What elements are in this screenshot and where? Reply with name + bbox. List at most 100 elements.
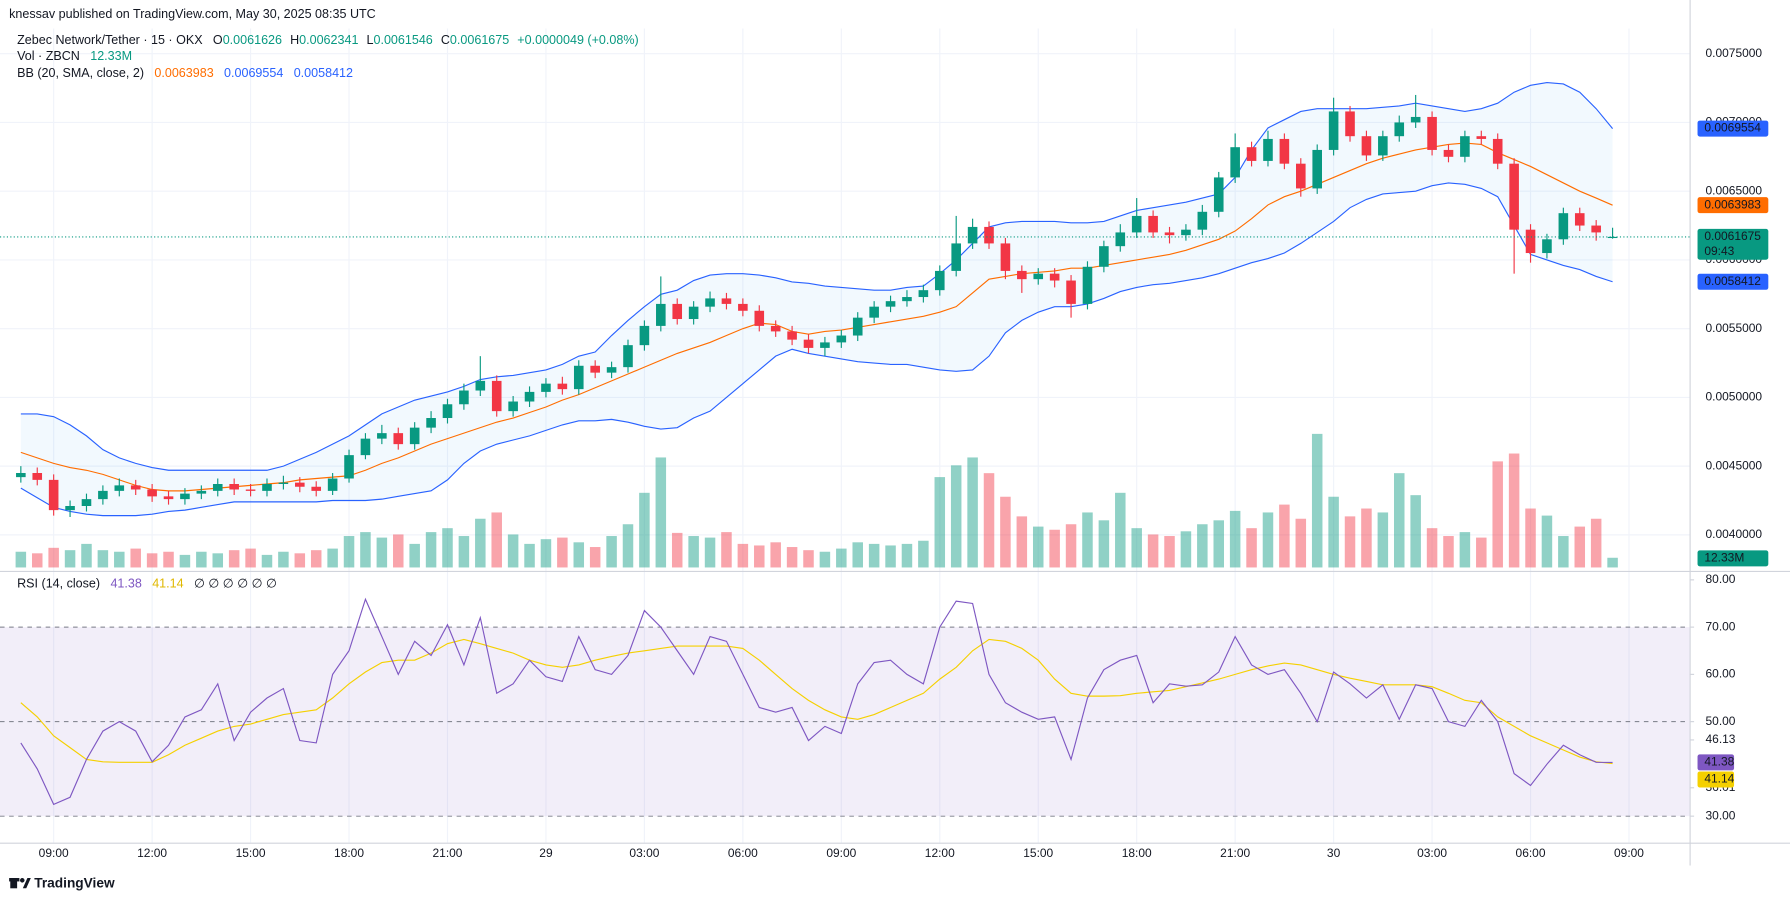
volume-bar: [934, 477, 946, 568]
volume-bar: [885, 545, 896, 568]
volume-bar: [704, 537, 716, 568]
candle-body: [1378, 136, 1388, 156]
candle-body: [934, 270, 945, 291]
volume-bar: [442, 528, 453, 568]
volume-bar: [1590, 518, 1602, 568]
rsi-badge: 41.14: [1704, 772, 1734, 786]
volume-bar: [557, 537, 568, 568]
candle-body: [295, 482, 305, 487]
volume-bar: [1410, 495, 1421, 568]
y-tick-label: 0.0065000: [1706, 183, 1763, 197]
volume-bar: [179, 554, 191, 568]
volume-bar: [1082, 512, 1093, 568]
volume-legend: Vol · ZBCN 12.33M: [17, 49, 132, 63]
y-tick-label: 50.00: [1706, 714, 1736, 728]
volume-bar: [475, 518, 486, 568]
volume-bar: [393, 534, 404, 568]
volume-bar: [918, 540, 929, 568]
candle-body: [147, 489, 157, 497]
volume-bar: [1558, 536, 1569, 568]
volume-bar: [491, 512, 502, 568]
bb-name: BB (20, SMA, close, 2): [17, 67, 144, 81]
candle-body: [508, 401, 518, 412]
volume-bar: [146, 553, 158, 568]
volume-bar: [1147, 534, 1159, 568]
bb-basis-badge: 0.0063983: [1704, 197, 1761, 211]
ohlc-value: 0.0061675: [450, 33, 509, 47]
bb-upper-badge: 0.0069554: [1704, 121, 1761, 135]
volume-bar: [196, 551, 207, 568]
bb-basis-badge-bg: [1697, 197, 1769, 214]
volume-bar: [688, 536, 699, 568]
candle-body: [327, 478, 338, 491]
candle-body: [1017, 270, 1027, 280]
bb-upper-line: [20, 81, 1614, 471]
candle-body: [590, 365, 600, 373]
x-tick-label: 21:00: [433, 846, 463, 860]
candle-body: [1525, 229, 1536, 254]
x-tick-label: 12:00: [137, 846, 167, 860]
candle-body: [98, 490, 108, 500]
volume-bar: [1574, 526, 1586, 568]
candle-body: [1509, 163, 1519, 230]
candle-body: [212, 484, 223, 491]
candle-body: [114, 485, 125, 491]
chart-layer: 09:00 12:00 15:00 18:00 21:00 29 03:00 06:00 09:…: [0, 28, 1769, 860]
volume-bar: [245, 548, 256, 568]
candle-body: [770, 325, 781, 332]
volume-bar: [1607, 557, 1618, 568]
x-tick-label: 18:00: [1122, 846, 1152, 860]
candle-body: [573, 365, 584, 390]
volume-bar: [97, 550, 109, 568]
volume-bar: [1262, 512, 1274, 568]
volume-bar: [655, 457, 667, 568]
x-tick-label: 30: [1327, 846, 1341, 860]
candle-body: [1213, 177, 1224, 212]
x-tick-label: 21:00: [1220, 846, 1250, 860]
volume-bar: [261, 554, 273, 568]
candle-body: [639, 325, 650, 346]
volume-bar: [671, 532, 683, 568]
candle-body: [393, 433, 404, 445]
candle-body: [475, 380, 486, 391]
candle-body: [81, 499, 92, 506]
candle-body: [1197, 211, 1208, 230]
volume-bar: [540, 539, 552, 568]
volume-bar: [1098, 520, 1110, 568]
volume-bar: [31, 553, 43, 568]
volume-bar: [114, 551, 125, 568]
volume-bar: [1229, 510, 1241, 568]
volume-bar: [754, 545, 765, 568]
volume-bar: [1000, 496, 1011, 568]
candle-body: [163, 496, 174, 500]
candle-body: [1000, 243, 1011, 271]
rsi-name: RSI (14, close): [17, 577, 100, 591]
volume-bar: [1492, 461, 1503, 568]
candle-body: [1246, 147, 1257, 161]
candle-body: [1328, 111, 1339, 150]
x-tick-label: 03:00: [1417, 846, 1447, 860]
bb-basis-line: [20, 142, 1613, 492]
volume-bar: [1032, 526, 1044, 568]
volume-bar: [1115, 492, 1126, 568]
candle-body: [1542, 239, 1552, 254]
ohlc-value: 0.0062341: [299, 33, 358, 47]
candle-body: [245, 489, 256, 491]
volume-bar: [425, 532, 437, 568]
symbol-legend: Zebec Network/Tether · 15 · OKX O0.00616…: [17, 33, 639, 47]
y-tick-label: 0.0045000: [1706, 458, 1763, 472]
ohlc-label: O: [213, 33, 223, 47]
volume-bar: [360, 532, 371, 568]
volume-bar: [310, 550, 322, 568]
volume-bar: [1180, 531, 1192, 568]
candle-body: [1312, 149, 1322, 189]
volume-bar: [1328, 496, 1339, 568]
y-tick-label: 60.00: [1706, 667, 1736, 681]
volume-bar: [819, 551, 831, 568]
candle-body: [1296, 163, 1306, 189]
volume-bar: [852, 542, 863, 568]
candle-body: [16, 473, 26, 478]
candle-body: [442, 404, 453, 419]
